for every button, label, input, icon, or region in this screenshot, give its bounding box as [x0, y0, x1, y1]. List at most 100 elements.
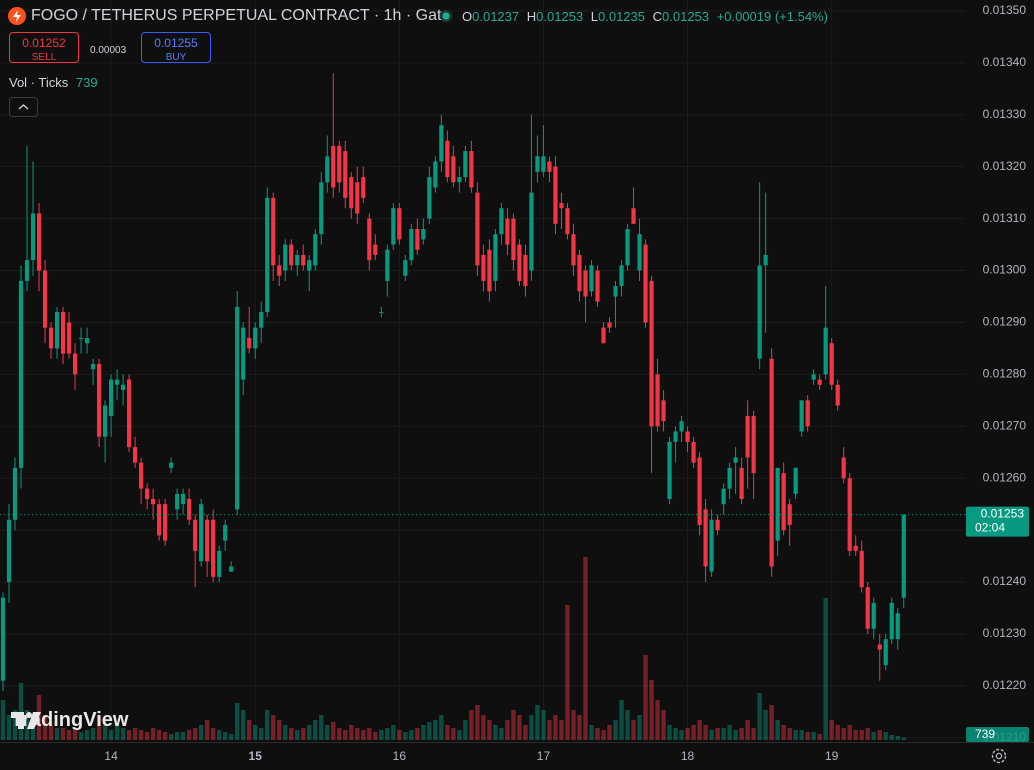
volume-bar [871, 732, 876, 740]
volume-bar [709, 730, 714, 740]
last-price-label: 0.01253 [981, 507, 1025, 521]
volume-bar [192, 728, 198, 740]
status-dot [440, 10, 452, 22]
volume-bar [144, 732, 150, 740]
candle-body [715, 519, 720, 531]
volume-bar [295, 730, 300, 740]
volume-bar [799, 730, 804, 740]
candle-body [589, 265, 594, 292]
candle-body [805, 400, 810, 427]
brand-icon [11, 712, 41, 729]
candle-body [433, 161, 438, 188]
volume-bar [397, 730, 402, 740]
volume-bar [42, 715, 48, 740]
candle-body [283, 244, 288, 271]
buy-button[interactable]: 0.01255 BUY [141, 32, 211, 63]
volume-bar [325, 725, 330, 740]
buy-label: BUY [165, 52, 187, 63]
volume-bar [481, 715, 486, 740]
volume-bar [853, 730, 858, 740]
settings-button[interactable] [989, 746, 1009, 766]
volume-bar [277, 720, 282, 740]
candle-body [541, 156, 546, 172]
volume-bar [583, 557, 588, 740]
volume-bar [301, 728, 306, 740]
volume-bar [319, 715, 324, 740]
candle-body [325, 156, 330, 183]
candle-body [253, 327, 258, 349]
candle-body [349, 177, 354, 209]
volume-bar [505, 720, 510, 740]
candle-body [48, 327, 54, 349]
y-tick-label: 0.01230 [983, 626, 1027, 640]
candle-body [901, 514, 906, 598]
sell-price: 0.01252 [22, 36, 66, 50]
candle-body [289, 244, 294, 266]
volume-bar [138, 730, 144, 740]
candle-body [529, 192, 534, 271]
candle-body [523, 254, 528, 287]
candle-body [0, 597, 6, 681]
volume-bar [667, 725, 672, 740]
candle-body [499, 208, 504, 235]
collapse-button[interactable] [9, 97, 38, 117]
volume-bar [228, 734, 234, 740]
candle-body [823, 327, 828, 375]
y-tick-label: 0.01260 [983, 470, 1027, 484]
candle-body [469, 151, 474, 188]
volume-bar [823, 598, 828, 740]
y-tick-label: 0.01220 [983, 678, 1027, 692]
candle-body [54, 312, 60, 349]
volume-bar [895, 736, 900, 740]
candle-body [397, 208, 402, 240]
volume-bar [523, 725, 528, 740]
x-tick-label: 19 [825, 749, 839, 763]
volume-bar [120, 728, 126, 740]
volume-bar [565, 605, 570, 740]
volume-bar [114, 725, 120, 740]
candle-body [66, 322, 72, 354]
ohlc-label: C [652, 9, 663, 24]
volume-bar [475, 705, 480, 740]
volume-bar [96, 715, 102, 740]
x-tick-label: 16 [393, 749, 407, 763]
candle-body [841, 457, 846, 479]
candle-body [739, 467, 744, 499]
candle-body [451, 156, 456, 183]
candle-body [889, 602, 894, 640]
candle-body [457, 177, 462, 183]
candle-body [301, 254, 306, 266]
candle-body [337, 145, 342, 183]
candle-body [6, 519, 12, 583]
sell-button[interactable]: 0.01252 SELL [9, 32, 79, 63]
candle-body [721, 488, 726, 505]
candle-body [157, 504, 162, 536]
candle-body [685, 431, 690, 442]
candle-body [78, 338, 84, 340]
volume-bar [222, 732, 228, 740]
volume-bar [817, 734, 822, 740]
candle-body [361, 177, 366, 198]
candle-body [691, 441, 696, 463]
volume-bar [559, 720, 564, 740]
candle-body [181, 493, 186, 505]
volume-bar [883, 732, 888, 740]
volume-bar [751, 728, 756, 740]
volume-bar [529, 715, 534, 740]
volume-bar [253, 725, 258, 740]
volume-bar [811, 732, 816, 740]
candle-body [241, 327, 246, 380]
volume-bar [451, 728, 456, 740]
candle-body [835, 384, 840, 406]
candle-body [379, 312, 384, 314]
volume-bar [343, 730, 348, 740]
volume-bar [469, 710, 474, 740]
candle-body [871, 602, 876, 629]
volume-bar [769, 705, 774, 740]
candle-body [102, 405, 108, 437]
candle-body [445, 140, 450, 178]
volume-bar [661, 710, 666, 740]
last-price-box [966, 506, 1029, 537]
volume-bar [739, 728, 744, 740]
